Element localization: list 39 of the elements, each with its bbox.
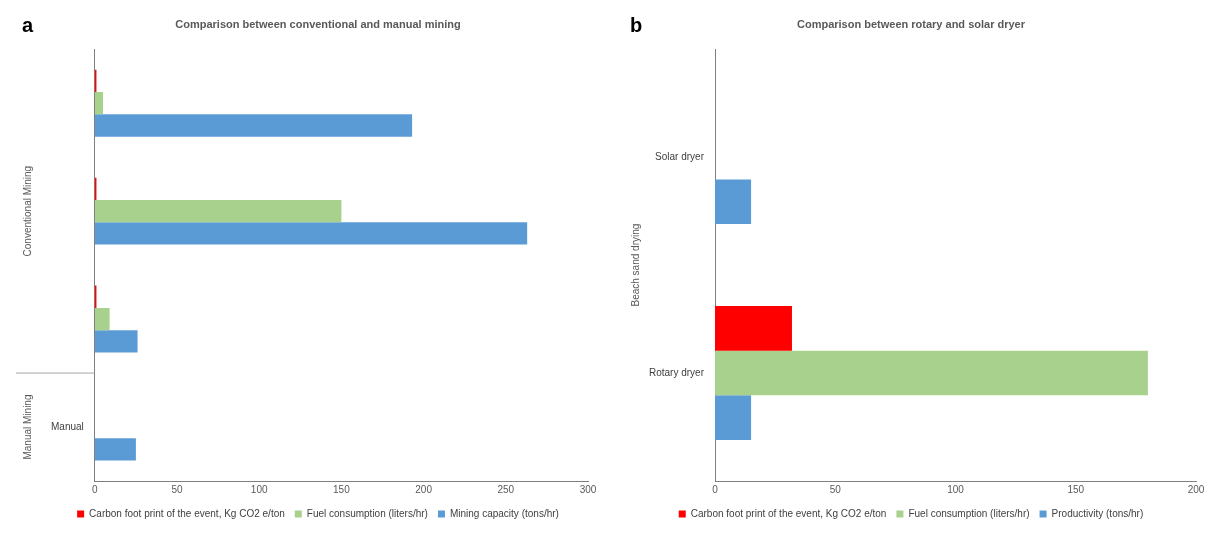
bar (94, 438, 136, 461)
y-tick-label: Manual (50, 420, 84, 432)
x-tick-label: 0 (712, 483, 719, 495)
x-tick-label: 0 (92, 483, 99, 495)
text: a (22, 13, 34, 36)
text: Conventional Mining (21, 165, 33, 257)
bar (715, 395, 752, 440)
x-tick-label: 100 (947, 483, 965, 495)
x-tick-label: 150 (333, 483, 351, 495)
x-tick-label: 250 (497, 483, 515, 495)
x-tick-label: 100 (250, 483, 268, 495)
bar (715, 350, 1148, 396)
x-tick-label: 50 (171, 483, 183, 495)
legend-label: Carbon foot print of the event, Kg CO2 e/ton (690, 507, 887, 519)
bar (94, 330, 138, 353)
chart-title: Comparison between rotary and solar dryer (796, 17, 1026, 30)
bar (94, 114, 413, 137)
x-tick-label: 50 (829, 483, 842, 495)
text: b (630, 13, 643, 36)
bar (94, 307, 110, 331)
legend-label: Fuel consumption (liters/hr) (908, 507, 1030, 519)
legend-label: Productivity (tons/hr) (1051, 507, 1144, 519)
y-tick-label: Rotary dryer (649, 366, 705, 378)
y-axis-title: Beach sand drying (629, 223, 641, 307)
x-tick-label: 300 (579, 483, 597, 495)
bar (715, 179, 752, 225)
x-tick-label: 200 (415, 483, 433, 495)
bar (94, 199, 342, 223)
y-tick-label: Solar dryer (655, 150, 705, 162)
x-tick-label: 200 (1187, 483, 1205, 495)
legend-label: Carbon foot print of the event, Kg CO2 e/ton (89, 507, 285, 519)
legend-label: Fuel consumption (liters/hr) (306, 507, 428, 519)
x-tick-label: 150 (1067, 483, 1085, 495)
legend-label: Mining capacity (tons/hr) (449, 507, 559, 519)
bar (715, 306, 792, 351)
bar (94, 222, 528, 245)
text: Manual Mining (21, 394, 33, 460)
bar (94, 92, 104, 115)
chart-title: Comparison between conventional and manual mining (175, 17, 461, 30)
